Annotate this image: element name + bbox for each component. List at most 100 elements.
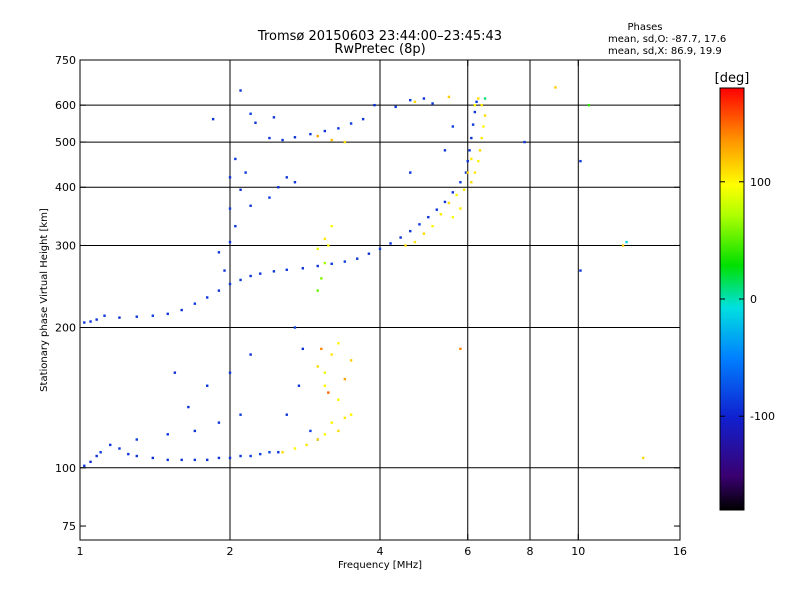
echo-point	[293, 326, 297, 329]
echo-point	[579, 269, 582, 272]
echo-point	[435, 208, 438, 211]
echo-point	[459, 181, 462, 184]
echo-point	[268, 196, 271, 199]
echo-point	[285, 268, 288, 271]
echo-point	[443, 149, 447, 152]
echo-point	[135, 454, 138, 458]
chart-subtitle: RwPretec (8p)	[334, 42, 425, 57]
echo-point	[373, 103, 376, 107]
echo-point	[330, 138, 333, 142]
echo-point	[118, 447, 121, 450]
echo-point	[305, 443, 308, 447]
echo-point	[587, 103, 591, 107]
echo-point	[281, 451, 284, 454]
echo-point	[349, 359, 353, 362]
echo-point	[239, 188, 242, 191]
echo-point	[427, 215, 430, 219]
echo-point	[268, 136, 271, 140]
echo-point	[343, 416, 347, 420]
echo-point	[482, 125, 485, 128]
echo-point	[337, 429, 340, 433]
echo-point	[320, 277, 323, 280]
stats-x-mode: mean, sd,X: 86.9, 19.9	[608, 46, 722, 57]
x-tick-label: 4	[377, 545, 384, 558]
stats-header: Phases	[627, 22, 662, 33]
echo-point	[285, 413, 288, 416]
echo-point	[323, 371, 327, 374]
echo-point	[217, 456, 221, 460]
echo-point	[462, 188, 466, 191]
echo-point	[166, 433, 169, 436]
echo-point	[455, 193, 458, 197]
echo-point	[297, 384, 301, 387]
echo-point	[193, 458, 197, 462]
echo-point	[301, 267, 305, 270]
colorbar-tick-label: -100	[750, 410, 775, 423]
echo-point	[89, 460, 92, 464]
echo-point	[135, 438, 138, 441]
echo-point	[337, 342, 340, 345]
echo-point	[316, 438, 319, 441]
echo-point	[320, 347, 323, 351]
echo-point	[478, 149, 482, 152]
echo-point	[293, 181, 297, 184]
echo-point	[477, 159, 480, 163]
echo-point	[389, 242, 392, 245]
echo-point	[394, 105, 397, 109]
echo-point	[109, 443, 112, 447]
echo-point	[327, 391, 330, 394]
echo-point	[451, 125, 455, 128]
y-tick-label: 400	[55, 181, 76, 194]
echo-point	[367, 252, 371, 255]
echo-point	[439, 213, 443, 216]
echo-point	[228, 240, 232, 244]
echo-point	[523, 140, 526, 144]
echo-point	[234, 157, 237, 161]
echo-point	[316, 264, 319, 268]
echo-point	[187, 405, 190, 409]
echo-point	[135, 315, 138, 318]
echo-point	[323, 129, 327, 133]
x-tick-label: 6	[464, 545, 471, 558]
echo-point	[330, 353, 333, 356]
echo-point	[468, 149, 471, 152]
echo-point	[473, 171, 477, 174]
echo-point	[404, 244, 407, 247]
y-tick-label: 500	[55, 136, 76, 149]
echo-point	[293, 136, 297, 139]
echo-point	[443, 200, 447, 204]
echo-point	[466, 159, 469, 163]
echo-point	[399, 236, 402, 239]
echo-point	[118, 316, 121, 319]
echo-point	[459, 207, 462, 210]
echo-point	[409, 229, 412, 233]
echo-point	[464, 171, 468, 174]
echo-point	[293, 447, 297, 450]
echo-point	[281, 138, 284, 142]
echo-point	[473, 110, 477, 114]
colorbar-tick-label: 0	[750, 293, 757, 306]
colorbar-tick-label: 100	[750, 176, 771, 189]
echo-point	[127, 452, 130, 456]
x-tick-label: 1	[77, 545, 84, 558]
echo-point	[228, 176, 232, 179]
echo-points	[83, 86, 645, 467]
echo-point	[277, 186, 280, 189]
echo-point	[316, 134, 319, 138]
echo-point	[205, 458, 209, 462]
echo-point	[418, 223, 421, 226]
echo-point	[477, 97, 480, 100]
echo-point	[327, 244, 330, 247]
echo-point	[249, 454, 252, 458]
echo-point	[473, 103, 477, 107]
echo-point	[239, 413, 242, 416]
echo-point	[239, 454, 242, 458]
echo-point	[223, 269, 226, 272]
echo-point	[95, 454, 98, 458]
echo-point	[228, 282, 232, 286]
echo-point	[249, 204, 252, 207]
echo-point	[259, 452, 262, 456]
echo-point	[166, 458, 169, 462]
x-tick-label: 10	[571, 545, 585, 558]
